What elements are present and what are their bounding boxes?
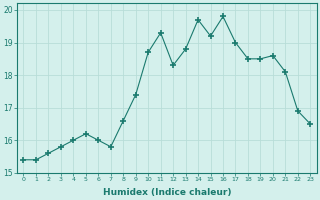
X-axis label: Humidex (Indice chaleur): Humidex (Indice chaleur) xyxy=(103,188,231,197)
